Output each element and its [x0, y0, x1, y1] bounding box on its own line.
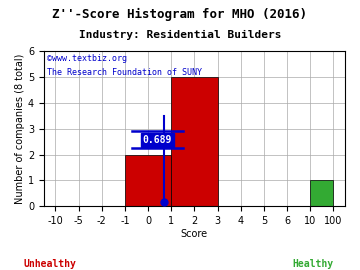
Text: Industry: Residential Builders: Industry: Residential Builders [79, 30, 281, 40]
Bar [171, 77, 217, 206]
Bar [125, 155, 171, 206]
Y-axis label: Number of companies (8 total): Number of companies (8 total) [15, 54, 25, 204]
Text: Healthy: Healthy [293, 259, 334, 269]
X-axis label: Score: Score [181, 229, 208, 239]
Text: The Research Foundation of SUNY: The Research Foundation of SUNY [47, 68, 202, 77]
Text: 0.689: 0.689 [143, 135, 172, 145]
Text: Z''-Score Histogram for MHO (2016): Z''-Score Histogram for MHO (2016) [53, 8, 307, 21]
Text: ©www.textbiz.org: ©www.textbiz.org [47, 55, 127, 63]
Bar [310, 180, 333, 206]
Text: Unhealthy: Unhealthy [24, 259, 77, 269]
